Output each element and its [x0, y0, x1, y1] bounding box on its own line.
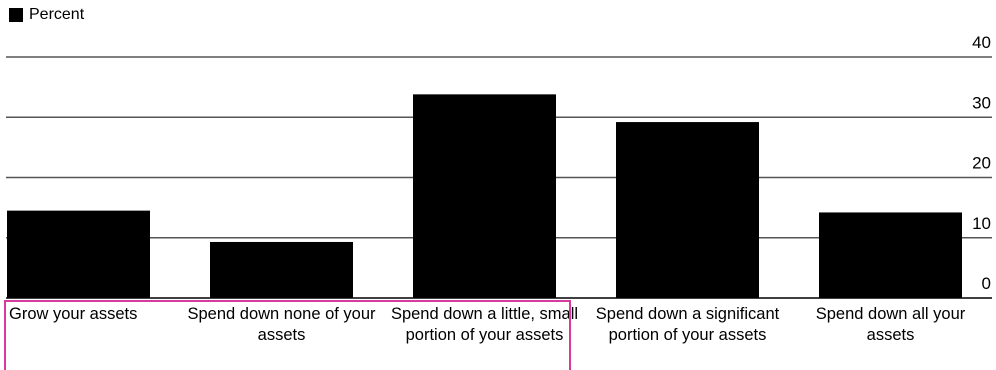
y-tick-label: 20: [972, 154, 991, 173]
bar: [616, 122, 759, 298]
y-tick-label: 30: [972, 93, 991, 112]
bar: [210, 241, 353, 298]
x-tick-label: Spend down a little, small portion of yo…: [390, 305, 579, 344]
bar: [413, 94, 556, 298]
legend-swatch: [9, 8, 23, 22]
y-tick-labels: 0 10 20 30 40: [972, 33, 991, 293]
bar: [7, 210, 150, 298]
bars: [7, 94, 962, 298]
bar: [819, 212, 962, 298]
x-tick-label: Spend down a significant portion of your…: [595, 305, 780, 344]
legend: Percent: [9, 6, 84, 24]
legend-label: Percent: [29, 6, 85, 23]
y-tick-label: 40: [972, 33, 991, 52]
x-tick-label: Spend down all your assets: [815, 305, 966, 344]
x-tick-label: Grow your assets: [9, 305, 138, 323]
y-tick-label: 0: [982, 274, 991, 293]
x-tick-label: Spend down none of your assets: [187, 305, 376, 344]
y-tick-label: 10: [972, 214, 991, 233]
highlight-box: [4, 300, 571, 370]
